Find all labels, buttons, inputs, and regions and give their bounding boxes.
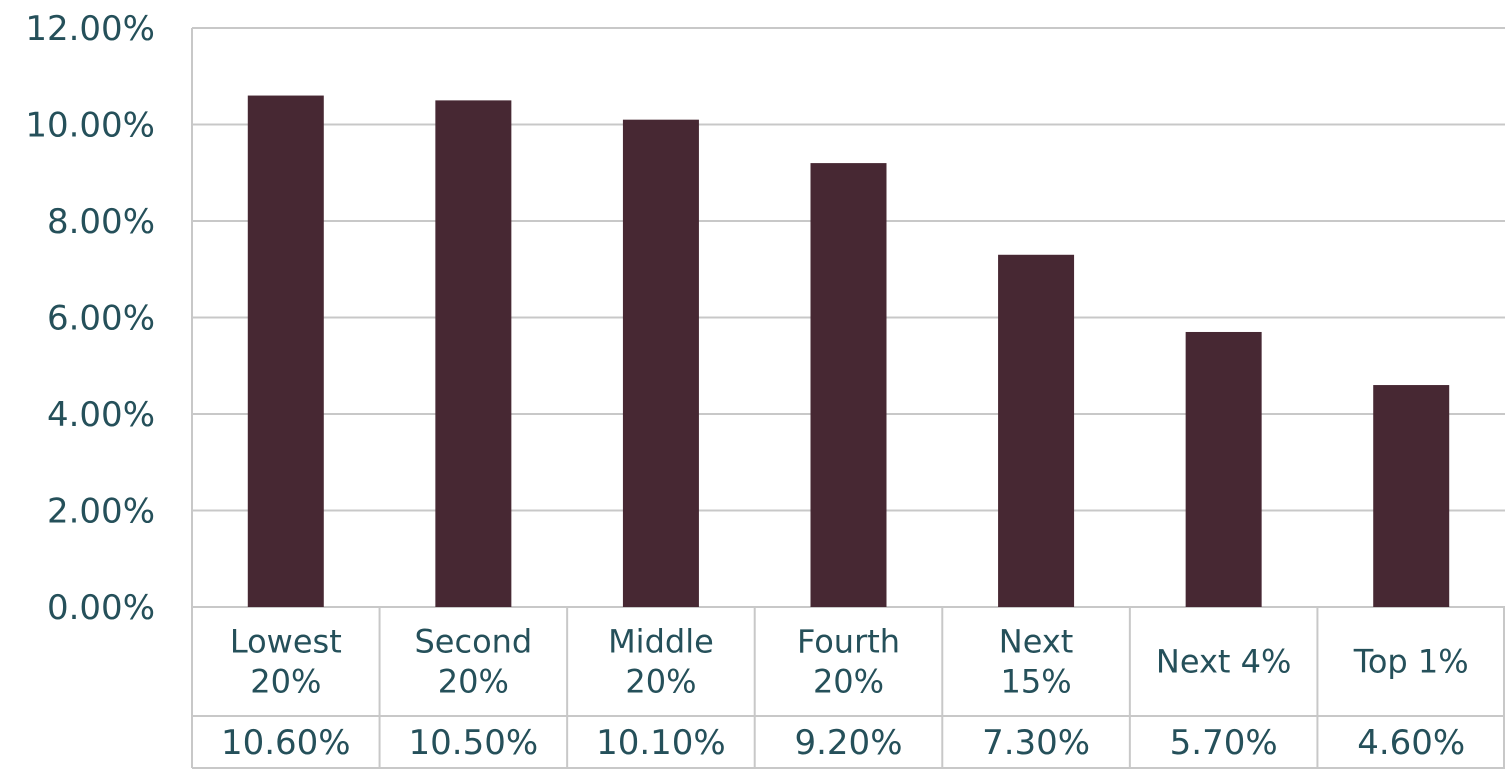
category-label: Second: [414, 623, 532, 661]
data-label: 4.60%: [1357, 723, 1465, 763]
data-label: 7.30%: [982, 723, 1090, 763]
y-axis-ticks: 0.00% 2.00% 4.00% 6.00% 8.00% 10.00% 12.00%: [25, 9, 155, 628]
category-label: 15%: [1001, 663, 1072, 701]
category-label: Lowest: [230, 623, 342, 661]
category-label: 20%: [250, 663, 321, 701]
y-tick-label: 12.00%: [25, 9, 155, 49]
data-label: 9.20%: [794, 723, 902, 763]
y-tick-label: 2.00%: [47, 492, 155, 532]
data-label: 10.50%: [409, 723, 539, 763]
data-label: 10.60%: [221, 723, 351, 763]
category-label: 20%: [438, 663, 509, 701]
bar: [247, 95, 324, 608]
y-tick-label: 4.00%: [47, 395, 155, 435]
data-table: Lowest20%10.60%Second20%10.50%Middle20%1…: [191, 607, 1505, 769]
category-label: Middle: [608, 623, 714, 661]
bar: [998, 254, 1075, 607]
bar: [1373, 385, 1450, 607]
y-tick-label: 0.00%: [47, 588, 155, 628]
y-tick-label: 8.00%: [47, 202, 155, 242]
category-label: 20%: [625, 663, 696, 701]
y-tick-label: 10.00%: [25, 106, 155, 146]
bar: [1185, 331, 1262, 607]
data-label: 5.70%: [1170, 723, 1278, 763]
data-label: 10.10%: [596, 723, 726, 763]
bars: [247, 95, 1450, 608]
bar: [435, 100, 512, 607]
category-label: Next 4%: [1156, 643, 1291, 681]
category-label: 20%: [813, 663, 884, 701]
y-tick-label: 6.00%: [47, 299, 155, 339]
category-label: Top 1%: [1353, 643, 1469, 681]
category-label: Fourth: [797, 623, 900, 661]
bar: [810, 163, 887, 607]
bar: [622, 119, 699, 608]
category-label: Next: [999, 623, 1074, 661]
